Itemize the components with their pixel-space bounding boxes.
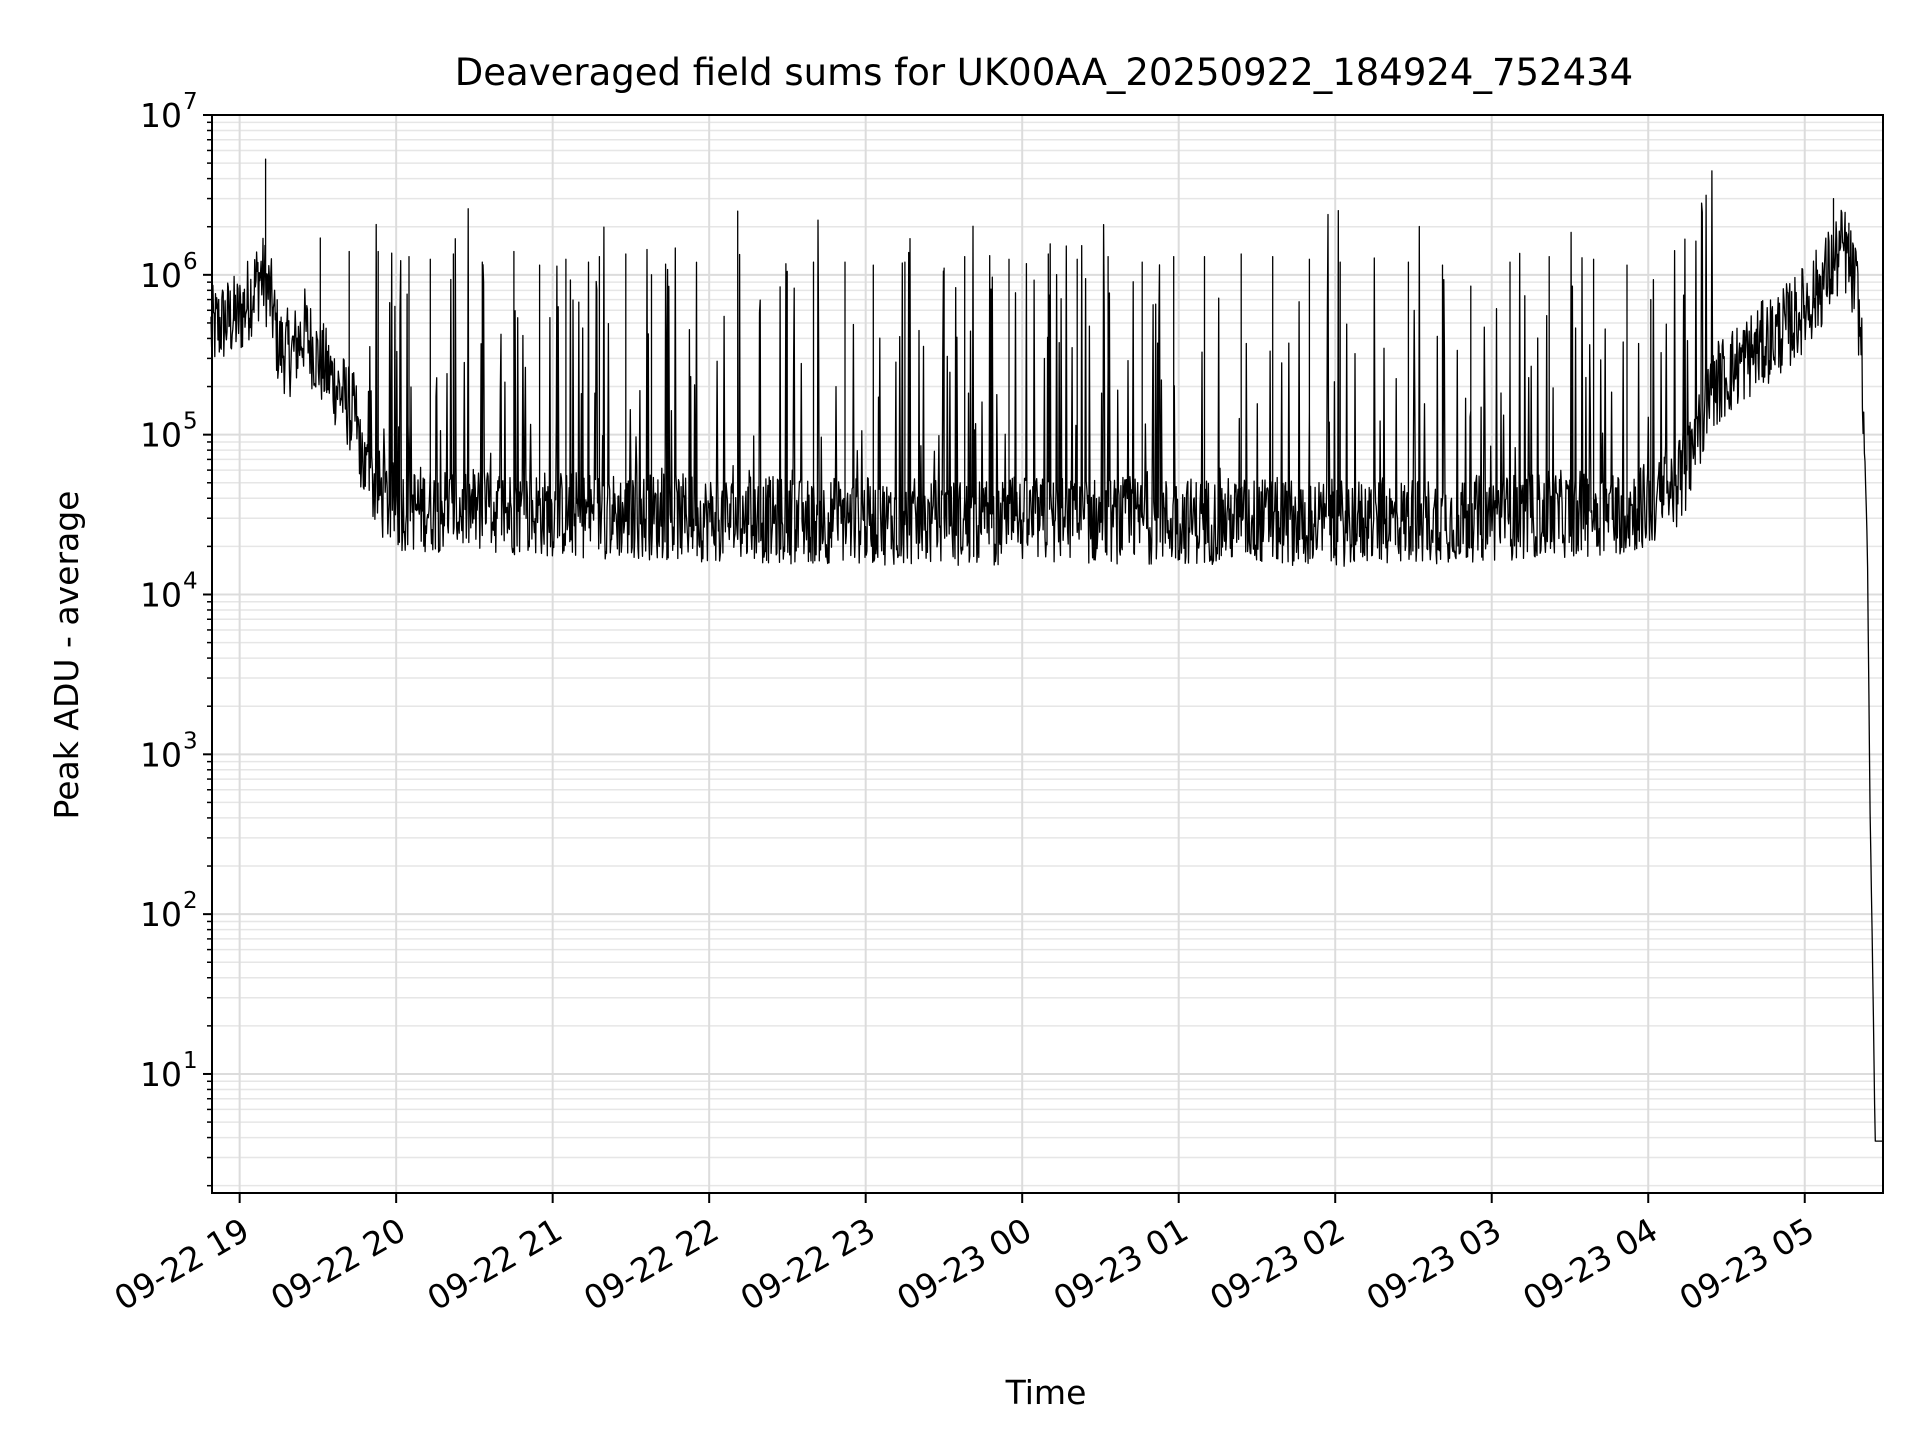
y-tick-exponent: 1	[183, 1048, 198, 1074]
y-tick-label: 10	[140, 1055, 182, 1094]
y-tick-exponent: 3	[183, 728, 198, 754]
y-tick-exponent: 4	[183, 568, 198, 594]
plot-frame	[211, 114, 1884, 1194]
y-tick-exponent: 2	[183, 888, 198, 914]
y-tick-exponent: 5	[183, 409, 198, 435]
series-path	[210, 158, 1884, 1142]
y-tick-label: 10	[140, 416, 182, 455]
y-tick-exponent: 6	[183, 249, 198, 275]
y-tick-label: 10	[140, 96, 182, 135]
y-tick-label: 10	[140, 895, 182, 934]
y-tick-label: 10	[140, 735, 182, 774]
y-tick-exponent: 7	[183, 89, 198, 115]
x-axis-label: Time	[1005, 1373, 1087, 1412]
y-axis-label: Peak ADU - average	[47, 491, 86, 820]
y-tick-label: 10	[140, 256, 182, 295]
chart-title: Deaveraged field sums for UK00AA_2025092…	[455, 51, 1633, 94]
series-line	[210, 158, 1884, 1142]
y-tick-label: 10	[140, 575, 182, 614]
